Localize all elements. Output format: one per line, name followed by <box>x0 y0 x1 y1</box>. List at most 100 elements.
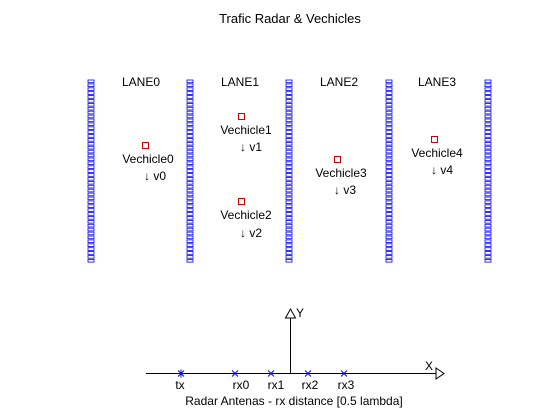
lane-border-segment <box>484 83 492 88</box>
vehicle-0-name: Vechicle0 <box>122 152 174 166</box>
lane-border-segment <box>87 196 95 201</box>
lane-border-segment <box>186 87 194 91</box>
lane-border-4 <box>484 79 492 263</box>
vehicle-1-name: Vechicle1 <box>220 123 272 137</box>
lane-border-segment <box>87 212 95 216</box>
lane-border-segment <box>87 192 95 197</box>
lane-border-segment <box>186 114 194 119</box>
lane-border-segment <box>385 87 393 91</box>
lane-border-segment <box>87 138 95 142</box>
lane-border-segment <box>484 114 492 119</box>
lane-border-segment <box>186 219 194 224</box>
lane-border-segment <box>385 157 393 162</box>
vehicle-3: Vechicle3 ↓ v3 <box>315 156 367 197</box>
y-axis-label: Y <box>296 306 304 320</box>
lane-border-segment <box>87 239 95 243</box>
lane-border-segment <box>285 114 293 119</box>
lane-border-segment <box>186 165 194 169</box>
lane-border-segment <box>385 180 393 185</box>
lane-border-segment <box>186 204 194 208</box>
lane-border-segment <box>484 145 492 150</box>
lane-border-segment <box>186 173 194 177</box>
lane-border-segment <box>186 153 194 158</box>
lane-border-segment <box>484 188 492 193</box>
lane-label-1: LANE1 <box>221 75 259 89</box>
lane-border-segment <box>484 196 492 201</box>
lane-border-segment <box>385 83 393 88</box>
lane-border-segment <box>186 91 194 95</box>
lane-border-segment <box>285 95 293 99</box>
vehicle-4-marker <box>431 136 438 143</box>
lane-border-segment <box>385 145 393 150</box>
lane-border-segment <box>186 99 194 103</box>
lane-border-segment <box>385 114 393 119</box>
lane-border-segment <box>285 180 293 185</box>
lane-border-segment <box>285 103 293 107</box>
lane-border-segment <box>285 231 293 236</box>
lane-border-segment <box>186 134 194 138</box>
lane-border-segment <box>385 258 393 263</box>
antenna-rx2-marker <box>304 370 312 377</box>
lane-border-segment <box>186 103 194 107</box>
vehicle-1-velocity: ↓ v1 <box>240 140 262 154</box>
lane-border-segment <box>285 255 293 259</box>
lane-border-1 <box>186 79 194 263</box>
lane-border-segment <box>285 212 293 216</box>
lane-border-segment <box>484 255 492 259</box>
lane-border-segment <box>385 149 393 154</box>
lane-border-segment <box>484 216 492 220</box>
antenna-caption: Radar Antenas - rx distance [0.5 lambda] <box>185 394 402 408</box>
lane-border-segment <box>186 188 194 193</box>
lane-border-segment <box>87 223 95 228</box>
lane-border-segment <box>186 141 194 146</box>
lane-border-segment <box>285 153 293 158</box>
lane-border-segment <box>385 227 393 232</box>
lane-border-segment <box>385 169 393 173</box>
lane-border-segment <box>385 239 393 243</box>
vehicle-0-marker <box>142 142 149 149</box>
lane-border-segment <box>285 118 293 123</box>
lane-border-segment <box>385 251 393 255</box>
lane-border-segment <box>186 192 194 197</box>
vehicle-0: Vechicle0 ↓ v0 <box>122 142 174 183</box>
lane-border-segment <box>484 165 492 169</box>
antenna-axes <box>146 307 445 380</box>
lane-border-segment <box>186 161 194 165</box>
lane-border-segment <box>484 95 492 99</box>
lane-border-segment <box>484 247 492 251</box>
lane-border-segment <box>385 103 393 107</box>
lane-border-segment <box>385 184 393 189</box>
lane-border-segment <box>385 95 393 99</box>
lane-border-segment <box>484 184 492 189</box>
lane-border-segment <box>484 91 492 95</box>
lane-border-segment <box>285 219 293 224</box>
lane-border-segment <box>87 231 95 236</box>
lane-border-segment <box>385 196 393 201</box>
lane-border-segment <box>385 79 393 84</box>
lane-border-segment <box>186 255 194 259</box>
lane-border-segment <box>285 91 293 95</box>
lane-border-segment <box>285 149 293 154</box>
lane-border-segment <box>484 231 492 236</box>
lane-border-segment <box>484 258 492 263</box>
lane-border-segment <box>285 130 293 134</box>
lane-border-segment <box>285 134 293 138</box>
lane-border-segment <box>385 188 393 193</box>
lane-border-segment <box>87 130 95 134</box>
vehicle-1-marker <box>238 113 245 120</box>
lane-border-segment <box>87 251 95 255</box>
lane-border-segment <box>87 87 95 91</box>
lane-border-segment <box>186 177 194 181</box>
lane-border-segment <box>87 173 95 177</box>
lane-border-segment <box>385 212 393 216</box>
x-axis-arrow <box>435 367 445 380</box>
lane-border-segment <box>285 138 293 142</box>
lane-border-segment <box>186 180 194 185</box>
lane-border-segment <box>385 134 393 138</box>
antenna-tx-marker <box>177 369 185 378</box>
lane-border-segment <box>87 200 95 204</box>
lane-border-segment <box>385 130 393 134</box>
lane-border-segment <box>385 235 393 240</box>
lane-border-segment <box>87 208 95 212</box>
lane-border-segment <box>385 138 393 142</box>
